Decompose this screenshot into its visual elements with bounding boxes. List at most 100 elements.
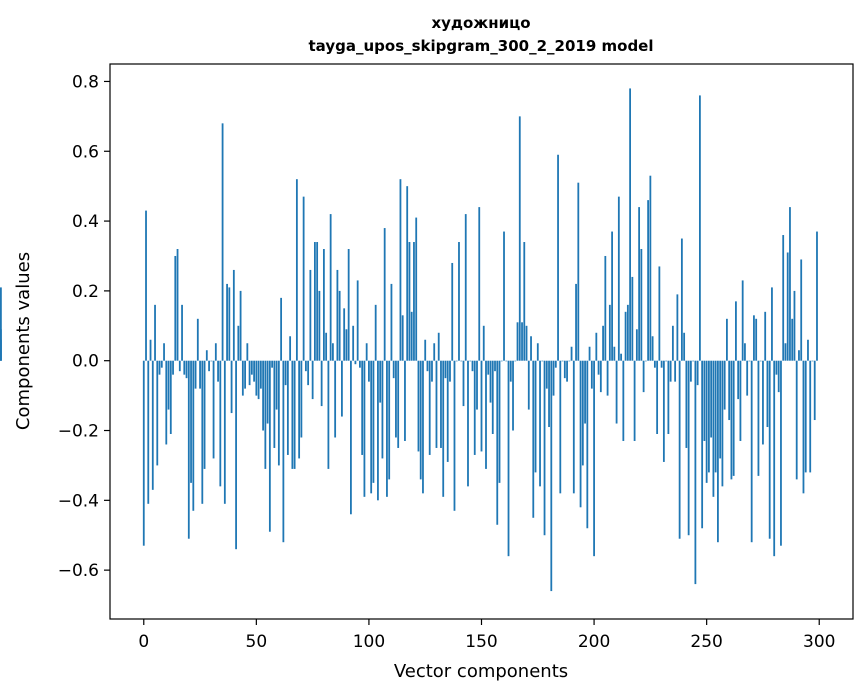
bar: [638, 207, 641, 361]
bar: [336, 269, 339, 361]
bar: [248, 360, 251, 386]
bar: [417, 360, 420, 452]
bar: [665, 360, 668, 362]
bar: [660, 360, 663, 368]
bar: [428, 360, 431, 455]
bar: [759, 360, 762, 362]
bar: [174, 255, 177, 361]
bar: [426, 360, 429, 372]
bar: [408, 242, 411, 361]
bar: [728, 360, 731, 421]
bar: [257, 360, 260, 400]
bar: [462, 360, 465, 407]
bar: [433, 343, 436, 361]
bar: [437, 332, 440, 361]
bar: [399, 179, 402, 361]
bar: [647, 200, 650, 361]
bar: [523, 242, 526, 361]
bar: [196, 318, 199, 361]
bar: [449, 360, 451, 382]
bar: [791, 318, 794, 361]
bar: [352, 325, 355, 361]
bar: [680, 238, 683, 361]
bar: [386, 360, 388, 497]
bar: [545, 360, 548, 389]
bar: [748, 360, 751, 362]
bar: [676, 294, 679, 361]
bar: [613, 346, 616, 361]
bar: [550, 360, 553, 592]
bar: [406, 186, 409, 361]
bar: [509, 360, 512, 382]
bar: [780, 360, 782, 546]
bar: [669, 360, 672, 382]
bar: [678, 360, 681, 539]
bar: [631, 276, 634, 361]
bar: [554, 360, 557, 368]
x-tick-label: 250: [690, 632, 722, 652]
bar: [223, 360, 226, 504]
bar: [694, 360, 697, 585]
bar: [471, 360, 474, 372]
bar: [361, 360, 364, 455]
bar: [615, 360, 618, 424]
bar: [539, 360, 541, 487]
bar: [435, 360, 438, 448]
bar: [304, 360, 307, 372]
bar: [712, 360, 715, 497]
bar: [566, 360, 568, 382]
bar: [635, 329, 638, 361]
bar: [298, 360, 301, 459]
bar: [640, 249, 643, 361]
bar: [282, 360, 285, 543]
bar: [322, 249, 325, 361]
bar: [266, 360, 269, 424]
bar: [710, 360, 713, 438]
bar: [368, 360, 370, 382]
bar: [671, 325, 674, 361]
bar: [262, 360, 264, 431]
bar: [320, 360, 323, 407]
bar: [246, 343, 249, 361]
bar: [410, 311, 413, 361]
bar: [683, 332, 686, 361]
bar: [548, 360, 550, 428]
bar: [395, 360, 397, 438]
y-tick-label: 0.0: [72, 352, 99, 372]
bar: [597, 360, 600, 375]
bar: [813, 360, 816, 421]
bar: [467, 360, 469, 487]
bar: [608, 304, 611, 361]
x-axis-ticks: 0 50 100 150 200 250 300: [138, 619, 835, 652]
bar: [392, 360, 395, 379]
bar: [284, 360, 287, 386]
bar: [789, 207, 791, 361]
bar: [570, 346, 573, 361]
bar: [415, 217, 418, 361]
bar: [160, 360, 163, 368]
bar: [147, 360, 150, 504]
bar: [253, 360, 255, 382]
chart-subtitle: tayga_upos_skipgram_300_2_2019 model: [309, 37, 654, 55]
plot-frame: [109, 63, 854, 620]
bar: [777, 360, 780, 393]
bar: [451, 262, 454, 361]
bar: [341, 360, 343, 417]
bar: [302, 196, 305, 361]
y-axis-ticks: −0.6 −0.4 −0.2 0.0 0.2 0.4 0.6 0.8: [58, 72, 110, 581]
bar: [557, 154, 559, 361]
bar: [662, 360, 665, 462]
bar: [460, 360, 463, 362]
bar: [595, 332, 598, 361]
bar: [541, 360, 544, 362]
bar: [273, 360, 276, 448]
bar: [442, 360, 445, 497]
bar: [588, 346, 591, 361]
bar: [577, 182, 580, 361]
bar: [469, 360, 472, 362]
x-tick-label: 150: [465, 632, 497, 652]
x-tick-label: 0: [138, 632, 149, 652]
bar: [178, 360, 181, 372]
bar: [183, 360, 186, 375]
